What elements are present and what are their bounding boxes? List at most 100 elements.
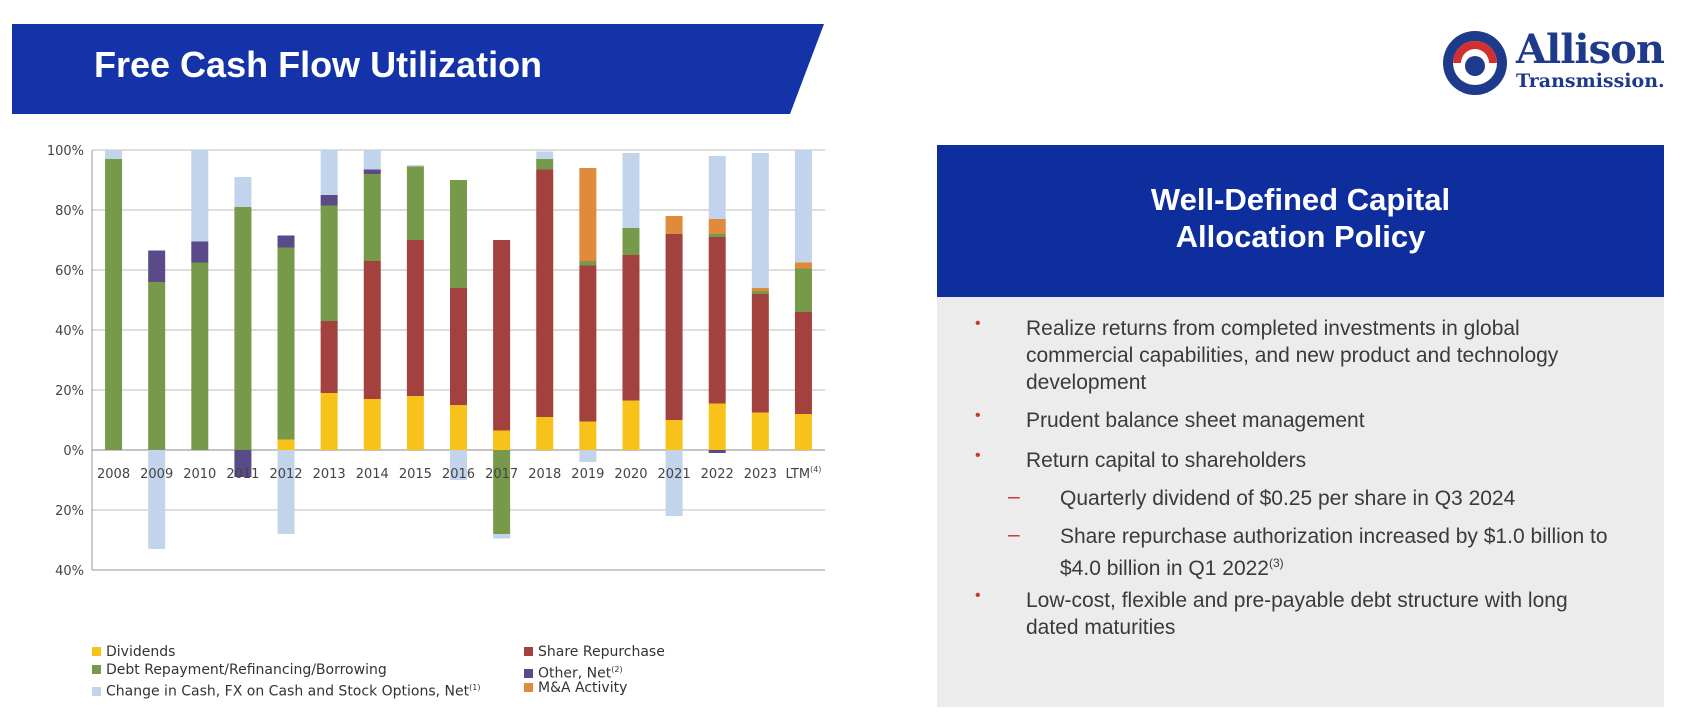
- x-tick-label: 2011: [226, 467, 259, 482]
- bullet-text: Realize returns from completed investmen…: [1026, 317, 1559, 394]
- bar-ma-2019: [579, 168, 597, 261]
- x-tick-label: 2009: [140, 467, 173, 482]
- bar-debt-LTM: [794, 268, 812, 312]
- bar-change_cash-2009: [148, 450, 166, 549]
- bar-ma-2021: [665, 216, 683, 234]
- bar-dividends-2021: [665, 420, 683, 450]
- y-tick-label: 80%: [55, 204, 84, 219]
- bar-debt-2019: [579, 261, 597, 266]
- dash-marker: –: [1008, 523, 1020, 546]
- bar-share_repurchase-2018: [536, 169, 554, 417]
- bar-debt-2016: [450, 180, 467, 288]
- legend-label-change-cash: Change in Cash, FX on Cash and Stock Opt…: [106, 683, 470, 700]
- bar-change_cash-2019: [579, 450, 597, 462]
- y-tick-label: 40%: [55, 564, 84, 579]
- legend-label-debt: Debt Repayment/Refinancing/Borrowing: [106, 662, 387, 678]
- bar-change_cash-2016: [450, 450, 467, 480]
- bar-debt-2014: [363, 174, 381, 261]
- bullet-text: Return capital to shareholders: [1026, 449, 1307, 472]
- x-tick-sup: (4): [810, 465, 821, 474]
- chart-legend: Dividends Debt Repayment/Refinancing/Bor…: [92, 643, 912, 713]
- y-tick-label: 40%: [55, 324, 84, 339]
- x-tick-label: 2016: [442, 467, 475, 482]
- bar-debt-2022: [708, 234, 726, 237]
- bar-share_repurchase-LTM: [794, 312, 812, 414]
- bar-change_cash-2022: [708, 156, 726, 219]
- x-tick-label: LTM(4): [785, 465, 821, 482]
- bar-dividends-LTM: [794, 414, 812, 450]
- logo-subtitle: Transmission.: [1516, 70, 1665, 92]
- bar-debt-2010: [191, 262, 209, 450]
- y-tick-label: 100%: [47, 144, 84, 159]
- allison-logo[interactable]: Allison Transmission.: [1440, 26, 1672, 100]
- legend-item-other: Other, Net(2): [524, 661, 623, 682]
- bar-dividends-2014: [363, 399, 381, 450]
- bar-other-2014: [363, 169, 381, 174]
- y-tick-label: 60%: [55, 264, 84, 279]
- bar-change_cash-2015: [406, 165, 424, 167]
- bar-dividends-2023: [751, 412, 769, 450]
- bar-other-2010: [191, 241, 209, 263]
- legend-sup-change-cash: (1): [469, 683, 481, 692]
- allison-logo-emblem-icon: [1443, 31, 1507, 95]
- bar-dividends-2013: [320, 393, 338, 450]
- bar-share_repurchase-2021: [665, 234, 683, 420]
- bar-dividends-2022: [708, 403, 726, 450]
- legend-label-dividends: Dividends: [106, 644, 176, 660]
- panel-title: Well-Defined Capital Allocation Policy: [937, 181, 1664, 255]
- bar-debt-2013: [320, 205, 338, 321]
- legend-swatch-dividends: [92, 647, 101, 656]
- y-tick-label: 20%: [55, 504, 84, 519]
- panel-title-line2: Allocation Policy: [1175, 219, 1426, 254]
- bar-dividends-2019: [579, 421, 597, 450]
- x-tick-label: 2010: [183, 467, 216, 482]
- bar-change_cash-2020: [622, 153, 640, 228]
- chart-axes: 40% 20% 0% 20% 40% 60% 80% 100% 2008 2009 2010 2011…: [47, 144, 825, 579]
- bar-debt-2020: [622, 228, 640, 255]
- bar-dividends-2018: [536, 417, 554, 450]
- sub-bullet-text-main: Share repurchase authorization increased…: [1060, 525, 1608, 580]
- bar-share_repurchase-2014: [363, 261, 381, 399]
- bullet-marker: •: [975, 315, 981, 332]
- x-tick-label: 2020: [614, 467, 647, 482]
- title-banner-shape: [12, 24, 824, 114]
- bullet-marker: •: [975, 407, 981, 424]
- bar-ma-2023: [751, 288, 769, 291]
- legend-sup-other: (2): [611, 665, 623, 674]
- bar-other-2012: [277, 235, 295, 248]
- y-tick-label: 20%: [55, 384, 84, 399]
- bar-change_cash-2014: [363, 150, 381, 170]
- x-tick-label: 2019: [571, 467, 604, 482]
- bar-change_cash-2008: [105, 150, 123, 159]
- bar-debt-2017: [493, 450, 511, 534]
- sub-bullet-sup: (3): [1269, 556, 1284, 570]
- x-tick-label: 2008: [97, 467, 130, 482]
- x-tick-label: 2022: [701, 467, 734, 482]
- bullet-text: Prudent balance sheet management: [1026, 409, 1365, 432]
- fcf-chart: 40% 20% 0% 20% 40% 60% 80% 100% 2008 2009 2010 2011…: [40, 140, 920, 630]
- sub-bullet-text: Quarterly dividend of $0.25 per share in…: [1060, 487, 1516, 510]
- bar-share_repurchase-2023: [751, 294, 769, 413]
- bar-dividends-2020: [622, 400, 640, 450]
- x-tick-label: 2018: [528, 467, 561, 482]
- legend-item-debt: Debt Repayment/Refinancing/Borrowing: [92, 661, 387, 679]
- x-tick-label: 2012: [269, 467, 302, 482]
- bar-debt-2008: [105, 159, 123, 450]
- bullet-text: Low-cost, flexible and pre-payable debt …: [1026, 589, 1568, 639]
- x-tick-label: 2017: [485, 467, 518, 482]
- panel-header: Well-Defined Capital Allocation Policy: [937, 145, 1664, 297]
- bullet-marker: •: [975, 447, 981, 464]
- bar-change_cash-2017: [493, 534, 511, 539]
- bar-share_repurchase-2022: [708, 237, 726, 404]
- bar-dividends-2016: [450, 405, 467, 450]
- x-tick-label: 2015: [399, 467, 432, 482]
- bullet-marker: •: [975, 587, 981, 604]
- page-title: Free Cash Flow Utilization: [94, 44, 543, 85]
- y-tick-label: 0%: [63, 444, 84, 459]
- bar-other-2011: [234, 450, 252, 477]
- legend-item-share-repurchase: Share Repurchase: [524, 643, 665, 661]
- bar-other-neg-2022: [708, 450, 726, 453]
- bar-other-2009: [148, 250, 166, 282]
- legend-swatch-share-repurchase: [524, 647, 533, 656]
- bar-ma-LTM: [794, 262, 812, 269]
